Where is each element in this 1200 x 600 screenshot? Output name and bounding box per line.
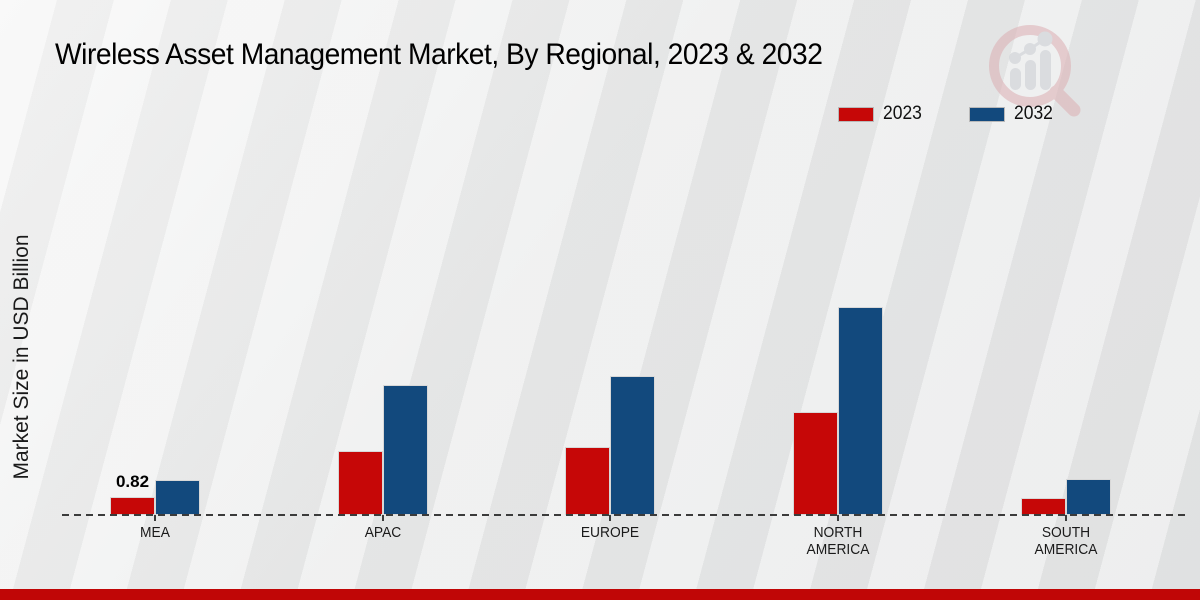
- legend-swatch-2023: [838, 106, 874, 122]
- legend-label-2023: 2023: [883, 103, 922, 124]
- bar-2032-south-america: [1066, 479, 1111, 515]
- x-axis-tick-mea: [154, 515, 156, 521]
- bar-2023-mea: [110, 497, 155, 515]
- magnifier-bar-chart-watermark-icon: [989, 25, 1081, 117]
- x-axis-tick-apac: [382, 515, 384, 521]
- bar-2032-mea: [155, 480, 200, 515]
- chart-title: Wireless Asset Management Market, By Reg…: [55, 38, 823, 71]
- bar-2032-europe: [610, 376, 655, 515]
- x-axis-label-south-america: SOUTH AMERICA: [1034, 524, 1098, 558]
- bar-2032-apac: [383, 385, 428, 515]
- bar-2023-north-america: [793, 412, 838, 515]
- bar-2023-apac: [338, 451, 383, 515]
- x-axis-label-north-america: NORTH AMERICA: [806, 524, 870, 558]
- legend: 2023 2032: [838, 103, 1057, 125]
- x-axis-label-apac: APAC: [364, 524, 402, 541]
- legend-item-2032: 2032: [969, 103, 1056, 125]
- bar-value-label-mea-2023: 0.82: [115, 472, 150, 491]
- x-axis-label-europe: EUROPE: [580, 524, 640, 541]
- footer-accent-bar: [0, 589, 1200, 600]
- x-axis-tick-north-america: [837, 515, 839, 521]
- legend-item-2023: 2023: [838, 103, 925, 125]
- bar-2023-europe: [565, 447, 610, 515]
- bar-2032-north-america: [838, 307, 883, 515]
- legend-label-2032: 2032: [1014, 103, 1054, 124]
- legend-swatch-2032: [969, 106, 1006, 122]
- x-axis-label-mea: MEA: [140, 524, 170, 541]
- x-axis-baseline: [62, 514, 1188, 516]
- bar-2023-south-america: [1021, 498, 1066, 515]
- x-axis-tick-europe: [609, 515, 611, 521]
- x-axis-tick-south-america: [1065, 515, 1067, 521]
